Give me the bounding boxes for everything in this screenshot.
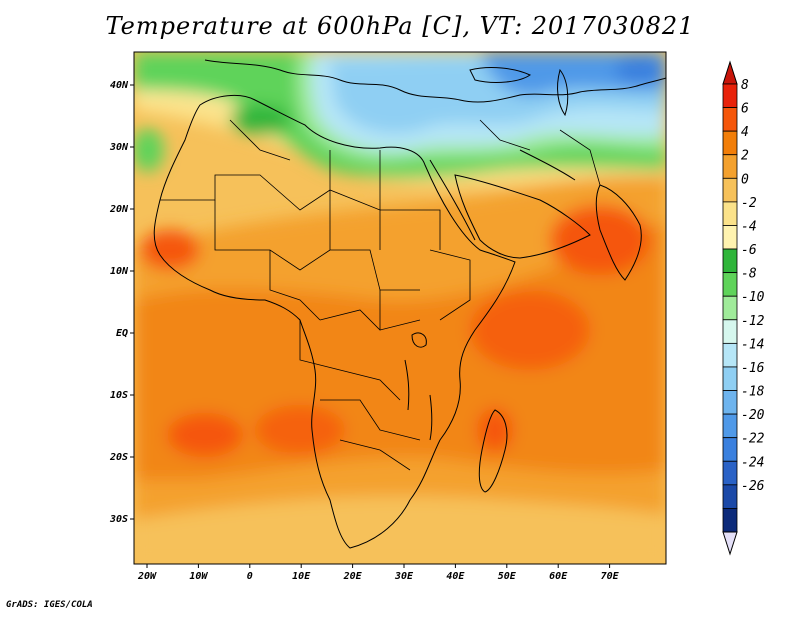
lat-tick-label: 30N: [109, 142, 129, 153]
colorbar-swatch: [722, 272, 738, 297]
colorbar-swatch: [722, 484, 738, 509]
lat-tick-label: 30S: [109, 514, 128, 525]
colorbar-swatch: [722, 248, 738, 274]
colorbar-swatch: [722, 83, 738, 108]
colorbar-swatch: [722, 366, 738, 391]
latitude-axis: 40N 30N 20N 10N EQ 10S 20S 30S: [109, 80, 134, 525]
field-green-dark: [230, 105, 290, 135]
colorbar-label: 8: [741, 78, 749, 93]
lake-victoria: [411, 332, 427, 348]
colorbar-label: 2: [741, 149, 749, 164]
field-hot-indian-ocean: [470, 290, 590, 370]
madagascar-coast: [478, 409, 508, 493]
colorbar-swatch: [722, 342, 738, 368]
lon-tick-label: 0: [247, 571, 253, 582]
map-frame: [133, 51, 667, 565]
arabia-coast: [454, 174, 591, 259]
coastlines: [153, 59, 666, 549]
lon-tick-label: 20E: [343, 571, 363, 582]
caspian-sea: [557, 68, 569, 117]
lon-tick-label: 30E: [394, 571, 414, 582]
europe-coast: [204, 59, 666, 103]
colorbar-bottom-arrow: [722, 531, 738, 556]
colorbar-label: -4: [741, 219, 757, 234]
colorbar-label: -6: [741, 243, 757, 258]
red-sea: [429, 159, 476, 241]
colorbar-swatch: [722, 437, 738, 462]
lon-tick-label: 70E: [601, 571, 620, 582]
field-hot-west-africa: [140, 230, 200, 270]
lon-tick-label: 10W: [189, 571, 208, 582]
colorbar-label: -20: [741, 408, 765, 423]
lake-malawi: [429, 394, 433, 441]
lat-tick-label: 10N: [110, 266, 129, 277]
lat-tick-label: 20S: [109, 452, 128, 463]
lon-tick-label: 50E: [498, 571, 517, 582]
colorbar-swatch: [722, 508, 738, 533]
lon-tick-label: 20W: [137, 571, 157, 582]
field-cold-deep: [615, 56, 665, 84]
colorbar-swatch: [722, 413, 738, 439]
field-south: [134, 496, 666, 564]
map-title: Temperature at 600hPa [C], VT: 201703082…: [105, 12, 695, 40]
colorbar-label: -26: [741, 479, 765, 494]
lake-tanganyika: [404, 359, 410, 411]
lat-tick-label: EQ: [116, 328, 128, 339]
persian-gulf: [519, 149, 576, 181]
colorbar-swatch: [722, 319, 738, 344]
colorbar-label: -18: [741, 385, 765, 400]
lon-tick-label: 10E: [292, 571, 311, 582]
temperature-field: [134, 52, 666, 564]
field-green-west: [134, 128, 164, 172]
africa-coastline: [153, 94, 516, 549]
colorbar-label: 6: [741, 102, 749, 117]
colorbar-swatch: [722, 201, 738, 226]
colorbar-label: -8: [741, 267, 757, 282]
lon-tick-label: 60E: [549, 571, 568, 582]
colorbar-label: -14: [741, 337, 764, 352]
field-hot-south-atlantic: [167, 413, 243, 457]
colorbar-label: -2: [741, 196, 757, 211]
colorbar-label: -22: [741, 432, 765, 447]
colorbar-swatch: [722, 225, 738, 250]
field-hot-angola: [255, 405, 345, 455]
colorbar-swatch: [722, 107, 738, 132]
india-coast: [595, 184, 642, 281]
lat-tick-label: 10S: [110, 390, 128, 401]
colorbar-swatch: [722, 154, 738, 179]
country-borders: [160, 119, 601, 471]
colorbar-label: 0: [741, 172, 749, 187]
colorbar-top-arrow: [722, 60, 738, 85]
lat-tick-label: 20N: [109, 204, 129, 215]
black-sea: [469, 67, 531, 83]
colorbar-swatch: [722, 460, 738, 486]
colorbar-swatch: [722, 130, 738, 156]
colorbar-swatch: [722, 390, 738, 415]
colorbar-swatch: [722, 295, 738, 321]
grads-credit: GrADS: IGES/COLA: [6, 600, 93, 610]
colorbar-label: -10: [741, 290, 765, 305]
longitude-axis: 20W 10W 0 10E 20E 30E 40E 50E 60E 70E: [137, 564, 620, 582]
field-hot-madagascar: [477, 408, 513, 452]
colorbar-swatch: [722, 177, 738, 203]
lat-tick-label: 40N: [110, 80, 129, 91]
colorbar-label: -16: [741, 361, 765, 376]
colorbar: 8 6 4 2 0 -2 -4 -6 -8 -10 -12 -14 -16 -18 -20 -22 -24 -26: [722, 60, 765, 556]
colorbar-label: 4: [741, 125, 749, 140]
colorbar-label: -24: [741, 455, 764, 470]
lon-tick-label: 40E: [446, 571, 465, 582]
colorbar-label: -12: [741, 314, 765, 329]
